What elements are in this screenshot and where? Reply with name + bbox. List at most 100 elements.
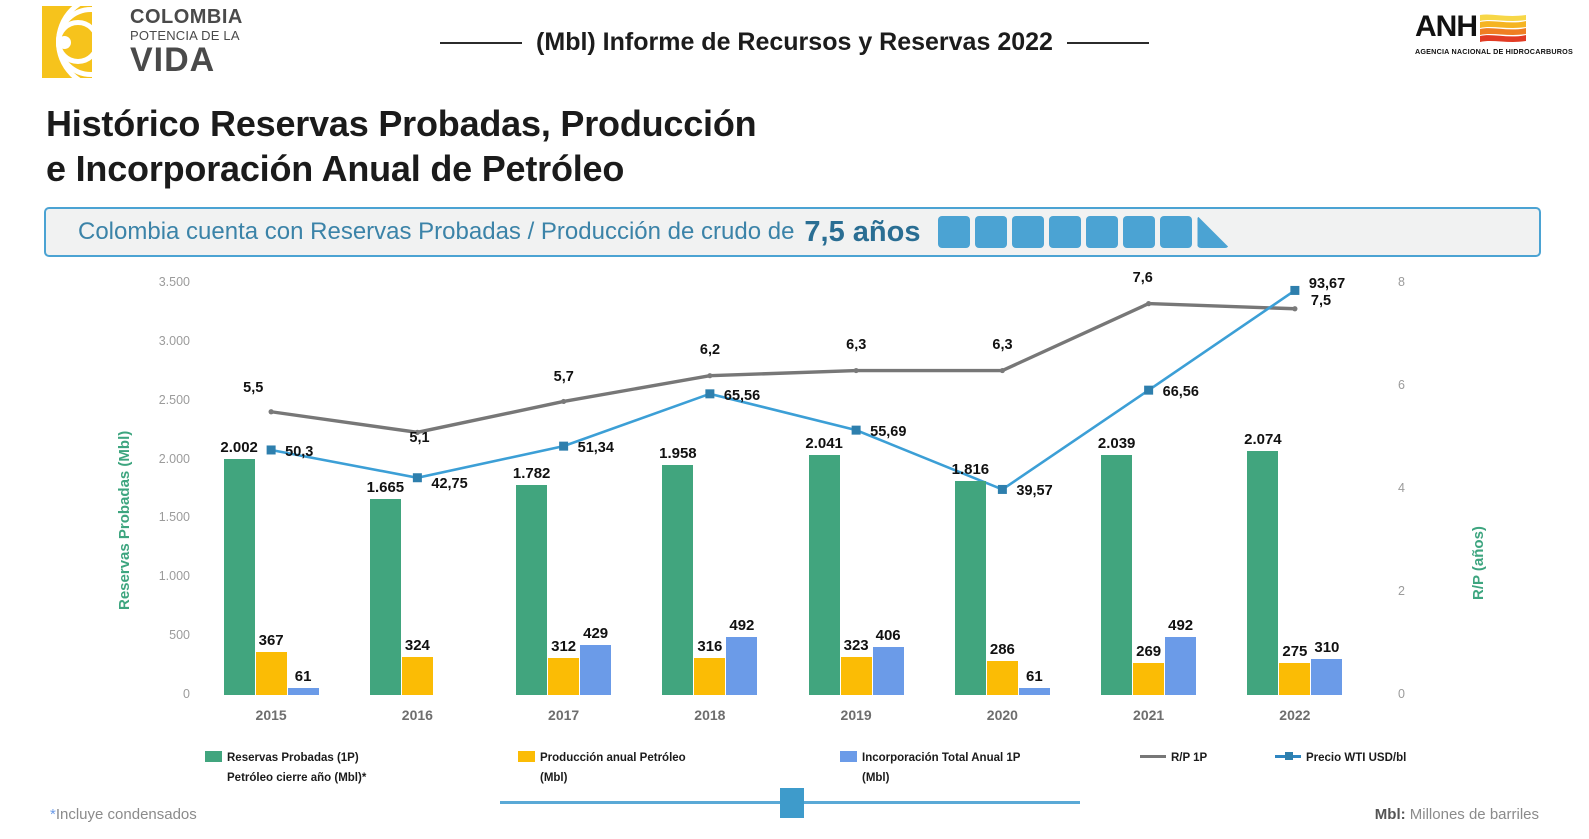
legend-item-precio-wti[interactable]: Precio WTI USD/bl <box>1275 748 1406 768</box>
bar-value-label: 2.074 <box>1244 430 1282 448</box>
bar-incorporacion-2018: 492 <box>726 617 758 695</box>
chart-group-2015: 2.002 367 61 <box>220 283 319 695</box>
y-axis-right-tick: 8 <box>1398 275 1405 289</box>
legend-item-reservas-probadas[interactable]: Reservas Probadas (1P) Petróleo cierre a… <box>205 748 397 788</box>
legend-label: Reservas Probadas (1P) Petróleo cierre a… <box>227 752 367 785</box>
banner-highlight-value: 7,5 años <box>804 215 921 248</box>
colombia-logo-mark-icon <box>42 6 120 78</box>
y-axis-right-title: R/P (años) <box>1470 526 1487 600</box>
point-label-precio-wti: 66,56 <box>1162 384 1199 401</box>
bar-produccion-2017: 312 <box>548 638 580 695</box>
logo-line-colombia: COLOMBIA <box>130 6 243 28</box>
banner-square-full <box>1049 216 1082 248</box>
bar-value-label: 492 <box>729 617 755 635</box>
bar-value-label: 269 <box>1136 643 1162 661</box>
bar-incorporacion-2019: 406 <box>872 627 904 695</box>
colombia-logo-wordmark: COLOMBIA POTENCIA DE LA VIDA <box>130 7 243 77</box>
header-title-group: (Mbl) Informe de Recursos y Reservas 202… <box>0 28 1589 57</box>
bar-value-label: 312 <box>551 638 577 656</box>
point-label-precio-wti: 65,56 <box>723 387 761 404</box>
slider-thumb[interactable] <box>780 788 804 818</box>
bar-value-label: 429 <box>583 624 609 642</box>
y-axis-right-tick: 4 <box>1398 481 1405 495</box>
banner-square-full <box>975 216 1008 248</box>
y-axis-right-tick: 0 <box>1398 687 1405 701</box>
chart-group-2020: 1.816 286 61 <box>952 283 1050 695</box>
footnote-text: Incluye condensados <box>55 806 197 823</box>
bar-produccion-2016: 324 <box>401 637 433 695</box>
x-axis-label-2017: 2017 <box>548 707 580 723</box>
bar-value-label: 316 <box>697 637 723 655</box>
bar-value-label: 286 <box>989 641 1015 659</box>
banner-square-half <box>1197 216 1229 248</box>
footnote-asterisk: * <box>50 806 56 823</box>
bar-value-label: 61 <box>294 667 312 685</box>
bar-value-label: 61 <box>1026 667 1043 685</box>
x-axis-label-2022: 2022 <box>1279 707 1311 723</box>
y-axis-left-tick: 0 <box>183 687 190 701</box>
y-axis-left-tick: 1.000 <box>158 569 190 584</box>
chart-group-2016: 1.665 324 <box>366 283 465 695</box>
bar-produccion-2015: 367 <box>255 632 287 695</box>
chart-group-2022: 2.074 275 310 <box>1244 283 1343 695</box>
y-axis-left-tick: 1.500 <box>158 510 190 525</box>
banner-text: Colombia cuenta con Reservas Probadas / … <box>78 218 795 245</box>
anh-logo: ANH AGENCIA NACIONAL DE HIDROCARBUROS <box>1415 12 1573 56</box>
anh-wave-icon <box>1480 14 1526 46</box>
legend-item-incorporacion-total[interactable]: Incorporación Total Anual 1P (Mbl) <box>840 748 1032 788</box>
bar-incorporacion-2020: 61 <box>1018 668 1050 695</box>
point-label-rp-1p: 7,6 <box>1132 269 1153 286</box>
horizontal-slider[interactable] <box>500 788 1080 818</box>
bar-value-label: 1.958 <box>659 444 697 462</box>
chart-group-2021: 2.039 269 492 <box>1098 283 1197 695</box>
point-label-precio-wti: 93,67 <box>1308 276 1346 293</box>
bar-value-label: 1.665 <box>366 479 405 497</box>
bar-reservas-2017: 1.782 <box>513 465 550 695</box>
bar-reservas-2021: 2.039 <box>1098 435 1135 695</box>
slide-header: COLOMBIA POTENCIA DE LA VIDA (Mbl) Infor… <box>0 0 1589 92</box>
point-label-rp-1p: 5,7 <box>553 369 574 386</box>
legend-line-icon <box>1275 750 1301 762</box>
point-label-precio-wti: 55,69 <box>870 424 907 441</box>
x-axis-label-2018: 2018 <box>694 707 726 723</box>
bar-value-label: 2.041 <box>805 434 843 452</box>
legend-swatch-icon <box>205 751 222 762</box>
header-rule-left <box>440 41 523 44</box>
point-label-rp-1p: 6,3 <box>846 336 867 353</box>
banner-square-full <box>938 216 971 248</box>
bar-produccion-2018: 316 <box>694 638 726 695</box>
bar-incorporacion-2022: 310 <box>1311 639 1343 695</box>
y-axis-left-tick: 500 <box>169 628 190 643</box>
point-label-rp-1p: 5,5 <box>243 379 264 396</box>
legend-label: Incorporación Total Anual 1P (Mbl) <box>862 752 1021 785</box>
banner-square-full <box>1123 216 1156 248</box>
point-label-precio-wti: 42,75 <box>431 475 468 492</box>
bar-value-label: 2.002 <box>220 439 258 457</box>
colombia-potencia-de-la-vida-logo: COLOMBIA POTENCIA DE LA VIDA <box>42 6 243 78</box>
chart-area: Reservas Probadas (Mbl) R/P (años) 0 500 1… <box>0 265 1589 735</box>
bar-incorporacion-2017: 429 <box>580 625 612 695</box>
bar-produccion-2020: 286 <box>986 641 1018 695</box>
y-axis-left-tick: 3.500 <box>158 275 190 289</box>
bar-value-label: 310 <box>1314 638 1340 656</box>
bar-incorporacion-2015: 61 <box>287 668 319 695</box>
bar-reservas-2018: 1.958 <box>659 445 697 695</box>
legend-line-icon <box>1140 750 1166 762</box>
x-axis-label-2016: 2016 <box>401 707 433 723</box>
mbl-note-key: Mbl: <box>1374 806 1406 823</box>
legend-item-rp-1p[interactable]: R/P 1P <box>1140 748 1207 768</box>
bar-value-label: 492 <box>1168 617 1194 635</box>
banner-year-squares <box>938 216 1229 248</box>
footnote: *Incluye condensados <box>50 806 197 823</box>
bar-reservas-2020: 1.816 <box>952 461 989 695</box>
point-label-rp-1p: 6,3 <box>992 336 1013 353</box>
x-axis-label-2020: 2020 <box>986 707 1018 723</box>
bar-value-label: 406 <box>875 627 901 645</box>
header-title: (Mbl) Informe de Recursos y Reservas 202… <box>536 28 1053 56</box>
legend-item-produccion-anual[interactable]: Producción anual Petróleo (Mbl) <box>518 748 710 788</box>
point-label-rp-1p: 6,2 <box>699 341 721 358</box>
bar-value-label: 275 <box>1282 642 1308 660</box>
legend-label: Producción anual Petróleo (Mbl) <box>540 752 686 785</box>
bar-value-label: 367 <box>258 631 284 649</box>
